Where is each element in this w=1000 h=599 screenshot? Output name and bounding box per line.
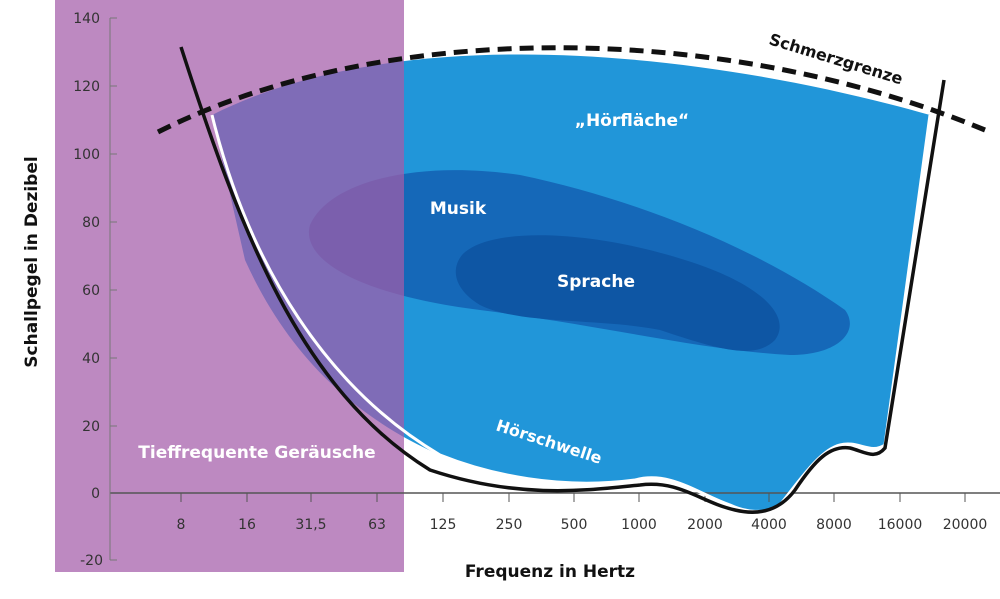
x-axis-title: Frequenz in Hertz bbox=[465, 562, 635, 582]
y-tick-label: 120 bbox=[73, 79, 100, 95]
x-tick-label: 31,5 bbox=[295, 517, 326, 533]
y-tick-label: 140 bbox=[73, 11, 100, 27]
speech-label: Sprache bbox=[557, 272, 635, 292]
hearing-area-label: „Hörfläche“ bbox=[575, 111, 689, 131]
y-tick-label: 60 bbox=[82, 283, 100, 299]
music-label: Musik bbox=[430, 199, 487, 219]
hearing-threshold-curve bbox=[179, 46, 946, 514]
x-tick-label: 20000 bbox=[943, 517, 988, 533]
pain-threshold-curve bbox=[156, 45, 986, 135]
speech-region bbox=[455, 235, 780, 351]
y-tick-label: 0 bbox=[91, 486, 100, 502]
x-tick-label: 4000 bbox=[751, 517, 787, 533]
x-tick-label: 500 bbox=[561, 517, 588, 533]
x-tick-label: 1000 bbox=[621, 517, 657, 533]
x-tick-label: 2000 bbox=[687, 517, 723, 533]
y-tick-label: 80 bbox=[82, 215, 100, 231]
y-tick-label: -20 bbox=[80, 553, 103, 569]
x-tick-label: 63 bbox=[368, 517, 386, 533]
x-tick-label: 250 bbox=[496, 517, 523, 533]
x-tick-label: 16000 bbox=[878, 517, 923, 533]
low-frequency-label: Tieffrequente Geräusche bbox=[138, 443, 375, 463]
x-tick-label: 16 bbox=[238, 517, 256, 533]
y-tick-label: 40 bbox=[82, 351, 100, 367]
y-axis-title: Schallpegel in Dezibel bbox=[22, 156, 42, 367]
x-tick-label: 125 bbox=[430, 517, 457, 533]
y-tick-marks bbox=[110, 17, 117, 561]
x-tick-label: 8 bbox=[177, 517, 186, 533]
y-tick-label: 20 bbox=[82, 419, 100, 435]
x-tick-label: 8000 bbox=[816, 517, 852, 533]
low-frequency-band bbox=[55, 0, 404, 572]
y-tick-label: 100 bbox=[73, 147, 100, 163]
